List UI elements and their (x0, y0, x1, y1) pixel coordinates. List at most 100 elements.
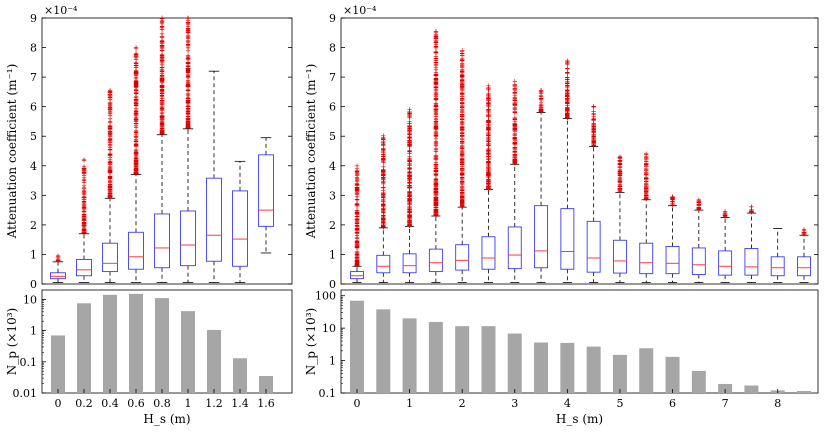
outlier-marker: + (433, 90, 439, 98)
outlier-marker: + (459, 185, 465, 193)
outlier-marker: + (433, 166, 439, 174)
outlier-marker: + (133, 169, 139, 177)
right-bar-5 (481, 326, 496, 393)
outlier-marker: + (185, 28, 191, 36)
outlier-marker: + (407, 222, 413, 230)
outlier-marker: + (748, 207, 754, 215)
outlier-marker: + (433, 146, 439, 154)
outlier-marker: + (433, 202, 439, 210)
outlier-marker: + (486, 105, 492, 113)
outlier-marker: + (512, 158, 518, 166)
outlier-marker: + (185, 98, 191, 106)
outlier-marker: + (354, 216, 360, 224)
outlier-marker: + (459, 183, 465, 191)
outlier-marker: + (433, 42, 439, 50)
outlier-marker: + (354, 242, 360, 250)
outlier-marker: + (185, 97, 191, 105)
outlier-marker: + (81, 204, 87, 212)
outlier-marker: + (459, 72, 465, 80)
outlier-marker: + (407, 222, 413, 230)
outlier-marker: + (459, 138, 465, 146)
right-box-9: ++++++++++++++++++++++++++++++++++++++++… (586, 103, 601, 283)
outlier-marker: + (407, 164, 413, 172)
outlier-marker: + (433, 211, 439, 219)
right-box-17: ++++++++++ (797, 225, 811, 283)
outlier-marker: + (643, 174, 649, 182)
outlier-marker: + (459, 170, 465, 178)
outlier-marker: + (459, 57, 465, 65)
outlier-marker: + (459, 157, 465, 165)
outlier-marker: + (159, 122, 165, 130)
outlier-marker: + (185, 77, 191, 85)
outlier-marker: + (564, 80, 570, 88)
outlier-marker: + (354, 206, 360, 214)
outlier-marker: + (643, 184, 649, 192)
outlier-marker: + (380, 222, 386, 230)
outlier-marker: + (133, 97, 139, 105)
outlier-marker: + (564, 107, 570, 115)
outlier-marker: + (159, 25, 165, 33)
outlier-marker: + (159, 129, 165, 137)
outlier-marker: + (407, 174, 413, 182)
outlier-marker: + (433, 39, 439, 47)
outlier-marker: + (407, 184, 413, 192)
outlier-marker: + (538, 108, 544, 116)
outlier-marker: + (407, 130, 413, 138)
outlier-marker: + (433, 43, 439, 51)
outlier-marker: + (486, 91, 492, 99)
iqr-box (560, 208, 575, 270)
right-xtick-label: 2 (459, 397, 466, 410)
outlier-marker: + (486, 156, 492, 164)
outlier-marker: + (591, 141, 597, 149)
outlier-marker: + (433, 188, 439, 196)
outlier-marker: + (185, 100, 191, 108)
outlier-marker: + (107, 159, 113, 167)
outlier-marker: + (354, 208, 360, 216)
outlier-marker: + (459, 161, 465, 169)
outlier-marker: + (380, 213, 386, 221)
outlier-marker: + (354, 184, 360, 192)
outlier-marker: + (380, 221, 386, 229)
outlier-marker: + (617, 182, 623, 190)
outlier-marker: + (159, 90, 165, 98)
outlier-marker: + (159, 125, 165, 133)
outlier-marker: + (185, 27, 191, 35)
outlier-marker: + (459, 107, 465, 115)
outlier-marker: + (133, 68, 139, 76)
outlier-marker: + (407, 219, 413, 227)
outlier-marker: + (643, 191, 649, 199)
outlier-marker: + (133, 110, 139, 118)
outlier-marker: + (617, 183, 623, 191)
outlier-marker: + (617, 163, 623, 171)
outlier-marker: + (564, 82, 570, 90)
left-bar-3 (129, 293, 143, 393)
outlier-marker: + (354, 218, 360, 226)
outlier-marker: + (564, 65, 570, 73)
outlier-marker: + (459, 89, 465, 97)
outlier-marker: + (107, 168, 113, 176)
outlier-marker: + (185, 119, 191, 127)
outlier-marker: + (591, 110, 597, 118)
outlier-marker: + (159, 18, 165, 26)
outlier-marker: + (433, 147, 439, 155)
outlier-marker: + (354, 216, 360, 224)
outlier-marker: + (459, 151, 465, 159)
outlier-marker: + (459, 107, 465, 115)
outlier-marker: + (107, 189, 113, 197)
outlier-marker: + (407, 138, 413, 146)
outlier-marker: + (459, 76, 465, 84)
outlier-marker: + (459, 198, 465, 206)
outlier-marker: + (433, 211, 439, 219)
outlier-marker: + (643, 174, 649, 182)
outlier-marker: + (643, 185, 649, 193)
outlier-marker: + (354, 241, 360, 249)
outlier-marker: + (433, 204, 439, 212)
outlier-marker: + (159, 113, 165, 121)
outlier-marker: + (380, 222, 386, 230)
outlier-marker: + (643, 192, 649, 200)
outlier-marker: + (107, 193, 113, 201)
outlier-marker: + (564, 113, 570, 121)
outlier-marker: + (459, 176, 465, 184)
outlier-marker: + (133, 76, 139, 84)
outlier-marker: + (459, 116, 465, 124)
